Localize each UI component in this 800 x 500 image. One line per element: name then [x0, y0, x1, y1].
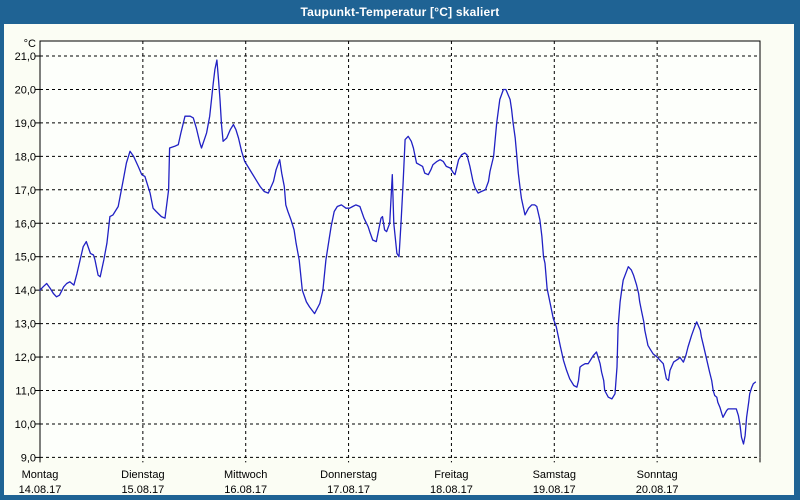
day-date-label: 20.08.17 [636, 484, 679, 495]
chart-plot: 21,0 20,0 19,0 18,0 17,0 16,0 15,0 14,0 13,0 12,0… [15, 38, 761, 495]
title-bar: Taupunkt-Temperatur [°C] skaliert [0, 0, 800, 24]
temperature-line [39, 59, 757, 445]
day-name-label: Sonntag [637, 469, 678, 481]
window-border-left [0, 24, 4, 500]
plot-frame [39, 40, 761, 458]
y-tick-label: 15,0 [15, 252, 36, 264]
day-name-label: Freitag [434, 469, 468, 481]
window-border-bottom [0, 495, 800, 500]
y-tick-label: 14,0 [15, 285, 36, 297]
day-date-label: 15.08.17 [121, 484, 164, 495]
y-tick-label: 21,0 [15, 51, 36, 63]
day-date-label: 19.08.17 [533, 484, 576, 495]
day-name-label: Samstag [533, 469, 576, 481]
y-tick-label: 16,0 [15, 218, 36, 230]
y-tick-label: 11,0 [15, 386, 36, 398]
y-tick-label: 10,0 [15, 419, 36, 431]
y-tick-label: 13,0 [15, 319, 36, 331]
y-tick-label: 17,0 [15, 185, 36, 197]
y-axis-unit-label: °C [24, 38, 36, 50]
window-border-right [794, 24, 800, 500]
day-date-label: 17.08.17 [327, 484, 370, 495]
day-name-label: Donnerstag [320, 469, 377, 481]
day-date-label: 18.08.17 [430, 484, 473, 495]
y-tick-label: 18,0 [15, 151, 36, 163]
y-tick-label: 19,0 [15, 118, 36, 130]
y-tick-label: 12,0 [15, 352, 36, 364]
day-date-label: 16.08.17 [224, 484, 267, 495]
y-tick-label: 20,0 [15, 84, 36, 96]
day-name-label: Mittwoch [224, 469, 267, 481]
chart-title: Taupunkt-Temperatur [°C] skaliert [300, 5, 500, 19]
y-tick-label: 9,0 [21, 452, 36, 464]
day-name-label: Dienstag [121, 469, 164, 481]
day-date-label: 14.08.17 [19, 484, 62, 495]
day-name-label: Montag [22, 469, 59, 481]
